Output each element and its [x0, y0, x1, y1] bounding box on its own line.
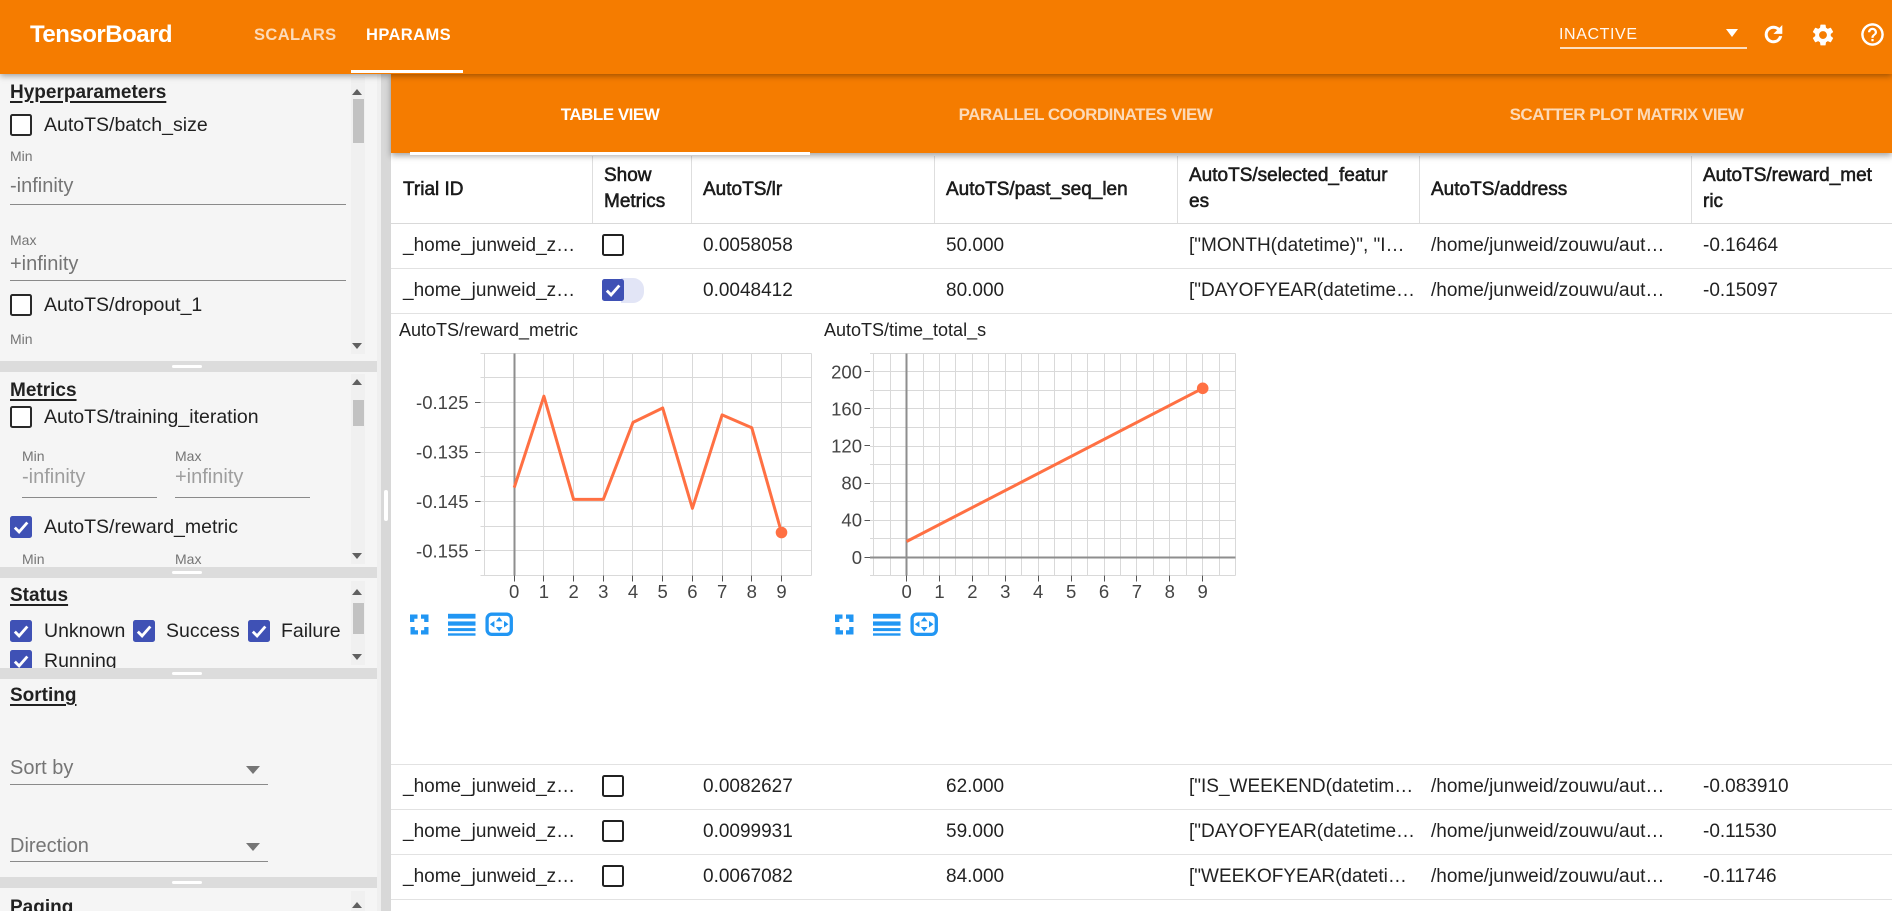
svg-text:0: 0 [852, 547, 862, 568]
svg-text:-0.155: -0.155 [416, 541, 468, 562]
svg-text:7: 7 [1132, 581, 1142, 602]
svg-text:1: 1 [539, 581, 549, 602]
svg-text:40: 40 [841, 510, 862, 531]
svg-text:-0.135: -0.135 [416, 442, 468, 463]
svg-text:6: 6 [1099, 581, 1109, 602]
svg-text:-0.125: -0.125 [416, 392, 468, 413]
svg-text:6: 6 [687, 581, 697, 602]
svg-text:8: 8 [747, 581, 757, 602]
svg-text:5: 5 [658, 581, 668, 602]
svg-text:120: 120 [831, 436, 862, 457]
svg-text:2: 2 [967, 581, 977, 602]
svg-text:9: 9 [1198, 581, 1208, 602]
svg-text:3: 3 [598, 581, 608, 602]
svg-text:0: 0 [509, 581, 519, 602]
svg-text:9: 9 [776, 581, 786, 602]
svg-text:0: 0 [901, 581, 911, 602]
svg-text:7: 7 [717, 581, 727, 602]
svg-text:4: 4 [628, 581, 638, 602]
svg-text:160: 160 [831, 398, 862, 419]
svg-text:2: 2 [568, 581, 578, 602]
svg-text:1: 1 [934, 581, 944, 602]
svg-text:5: 5 [1066, 581, 1076, 602]
svg-text:3: 3 [1000, 581, 1010, 602]
svg-text:-0.145: -0.145 [416, 491, 468, 512]
svg-text:200: 200 [831, 361, 862, 382]
svg-text:4: 4 [1033, 581, 1043, 602]
svg-text:80: 80 [841, 473, 862, 494]
svg-text:8: 8 [1165, 581, 1175, 602]
